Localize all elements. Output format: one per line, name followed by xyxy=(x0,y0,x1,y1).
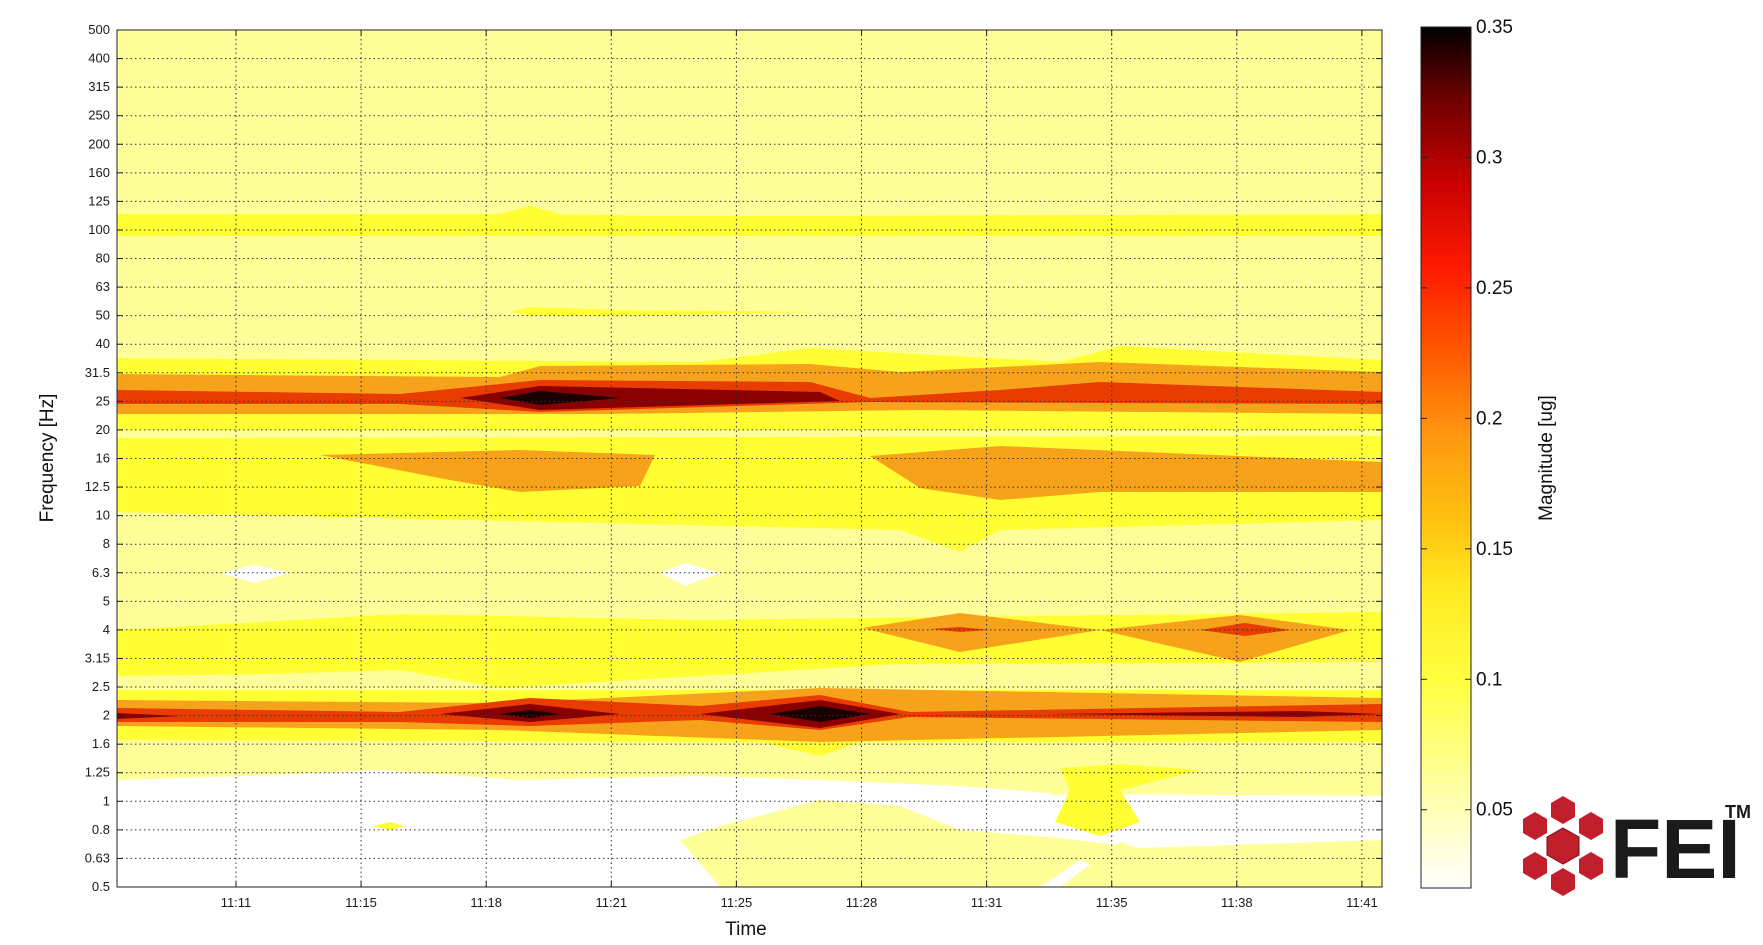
x-tick-label: 11:31 xyxy=(971,895,1003,910)
y-tick-label: 3.15 xyxy=(85,650,110,665)
band-16hz-left xyxy=(320,450,655,492)
y-tick-label: 0.5 xyxy=(92,879,110,894)
colorbar-tick-label: 0.2 xyxy=(1476,408,1502,429)
y-tick-label: 1.25 xyxy=(85,765,110,780)
y-tick-label: 2.5 xyxy=(92,679,110,694)
y-tick-label: 200 xyxy=(88,136,110,151)
fei-logo-icon xyxy=(1523,796,1603,896)
gap-6hz-mid xyxy=(660,563,720,586)
fei-logo: FEI TM xyxy=(1523,796,1751,896)
x-tick-label: 11:18 xyxy=(470,895,502,910)
x-tick-label: 11:35 xyxy=(1096,895,1128,910)
y-tick-label: 16 xyxy=(96,451,110,466)
y-tick-label: 12.5 xyxy=(85,479,110,494)
band-100hz xyxy=(117,206,1382,236)
colorbar-tick-label: 0.1 xyxy=(1476,669,1502,690)
y-tick-label: 31.5 xyxy=(85,365,110,380)
band-4hz-red-right xyxy=(1200,623,1290,636)
y-tick-label: 10 xyxy=(96,508,110,523)
y-tick-label: 500 xyxy=(88,22,110,37)
y-tick-label: 6.3 xyxy=(92,565,110,580)
x-tick-label: 11:11 xyxy=(221,895,252,910)
y-tick-label: 160 xyxy=(88,165,110,180)
fei-logo-trademark: TM xyxy=(1725,802,1751,822)
y-tick-label: 50 xyxy=(96,308,110,323)
colorbar-tick-label: 0.05 xyxy=(1476,800,1513,821)
band-25hz-dark xyxy=(460,386,840,410)
y-tick-label: 4 xyxy=(103,622,110,637)
x-tick-label: 11:15 xyxy=(345,895,377,910)
y-tick-label: 125 xyxy=(88,193,110,208)
colorbar-label: Magnitude [ug] xyxy=(1536,395,1557,521)
y-axis-ticks: 0.5 0.63 0.8 1 1.25 1.6 2 2.5 3.15 4 5 6.3 8 10 12.5 16… xyxy=(85,22,1382,894)
y-tick-label: 63 xyxy=(96,279,110,294)
x-axis-label: Time xyxy=(725,919,767,940)
low-yellow-patch xyxy=(1055,764,1200,836)
y-tick-label: 0.63 xyxy=(85,850,110,865)
colorbar-ticks: 0.05 0.1 0.15 0.2 0.25 0.3 0.35 xyxy=(1421,17,1513,821)
y-tick-label: 1 xyxy=(103,793,110,808)
y-tick-label: 5 xyxy=(103,593,110,608)
colorbar-tick-label: 0.3 xyxy=(1476,147,1502,168)
y-tick-label: 25 xyxy=(96,393,110,408)
band-4hz-orange-right xyxy=(1100,615,1350,662)
y-tick-label: 1.6 xyxy=(92,736,110,751)
band-25hz-core xyxy=(500,391,620,405)
colorbar-tick-label: 0.15 xyxy=(1476,539,1513,560)
y-tick-label: 80 xyxy=(96,251,110,266)
band-50hz xyxy=(510,307,820,316)
y-tick-label: 315 xyxy=(88,79,110,94)
x-axis-ticks: 11:11 11:15 11:18 11:21 11:25 11:28 11:31 11:35… xyxy=(221,30,1378,910)
low-yellow-dot xyxy=(373,822,405,830)
y-tick-label: 100 xyxy=(88,222,110,237)
x-tick-label: 11:25 xyxy=(721,895,753,910)
y-tick-label: 2 xyxy=(103,708,110,723)
colorbar xyxy=(1420,26,1472,889)
colorbar-tick-label: 0.25 xyxy=(1476,278,1513,299)
x-tick-label: 11:41 xyxy=(1346,895,1378,910)
y-axis-label: Frequency [Hz] xyxy=(37,394,58,523)
band-4hz-orange-left xyxy=(862,613,1100,652)
y-tick-label: 8 xyxy=(103,536,110,551)
y-tick-label: 0.8 xyxy=(92,822,110,837)
gap-6hz-left xyxy=(220,565,290,583)
y-tick-label: 20 xyxy=(96,422,110,437)
y-tick-label: 40 xyxy=(96,336,110,351)
low-pale-region-2 xyxy=(1060,842,1200,887)
x-tick-label: 11:38 xyxy=(1221,895,1253,910)
band-16hz-right xyxy=(870,446,1382,500)
grid-lines xyxy=(117,30,1382,887)
x-tick-label: 11:28 xyxy=(846,895,878,910)
band-2hz-core xyxy=(500,706,870,722)
low-pale-region-1 xyxy=(117,800,1382,887)
band-2hz-dark xyxy=(117,700,1382,728)
fei-logo-text: FEI xyxy=(1610,802,1741,896)
y-tick-label: 250 xyxy=(88,108,110,123)
colorbar-tick-label: 0.35 xyxy=(1476,17,1513,38)
y-tick-label: 400 xyxy=(88,51,110,66)
x-tick-label: 11:21 xyxy=(596,895,628,910)
